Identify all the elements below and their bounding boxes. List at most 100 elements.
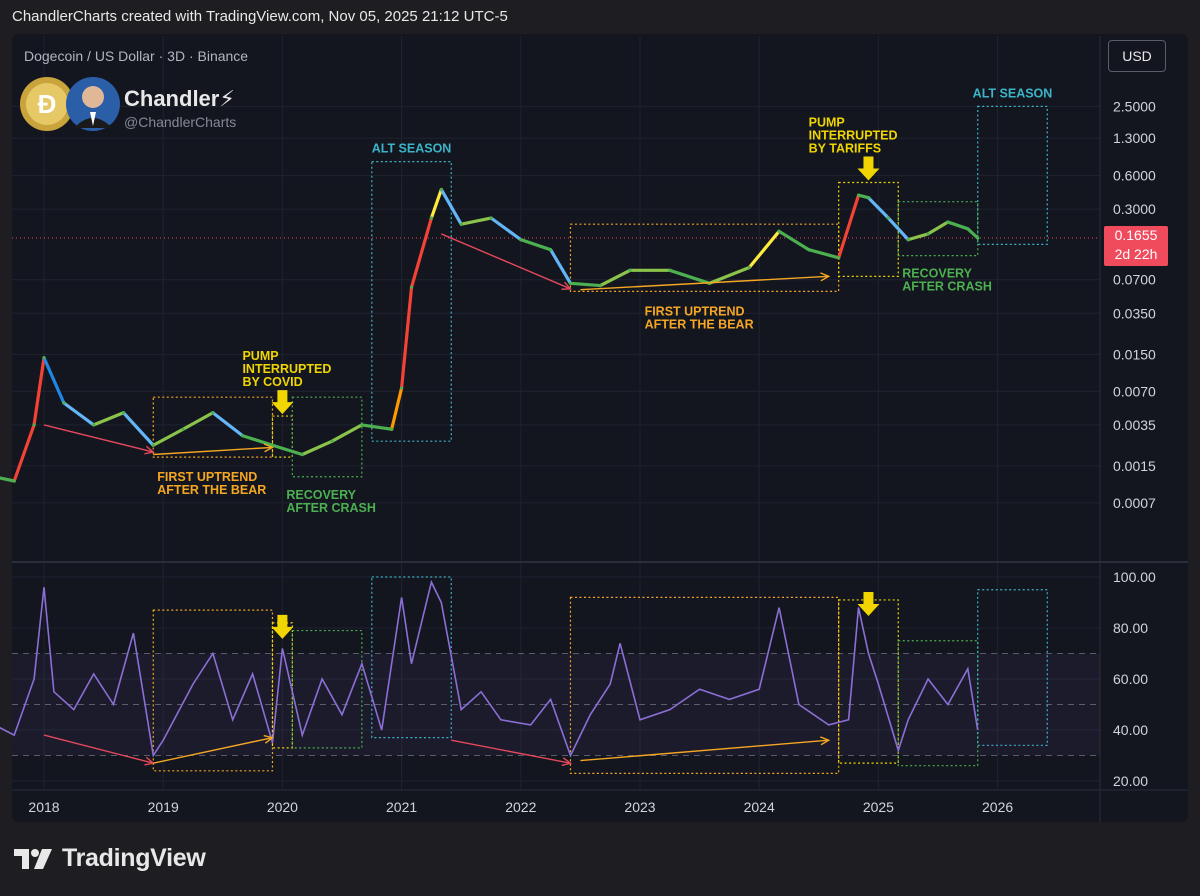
price-point — [668, 268, 672, 272]
svg-text:Ð: Ð — [38, 89, 57, 119]
rsi-arrow-uptrend — [153, 736, 273, 764]
axis-labels: 2.5000 1.3000 0.6000 0.3000 0.0700 0.0350 0.01… — [28, 98, 1156, 815]
price-series-segment — [459, 216, 493, 226]
price-point — [429, 216, 433, 220]
price-point — [628, 268, 632, 272]
price-series-segment — [489, 216, 523, 242]
price-series-segment — [886, 216, 910, 242]
price-point — [400, 386, 404, 390]
symbol-title: Dogecoin / US Dollar · 3D · Binance — [24, 48, 248, 64]
currency-button[interactable]: USD — [1108, 40, 1166, 72]
price-point — [946, 220, 950, 224]
price-tick-label: 0.0070 — [1113, 383, 1156, 399]
price-series-segment — [0, 476, 16, 483]
price-series-segment — [32, 356, 46, 427]
annotation-label-line: AFTER CRASH — [286, 501, 376, 515]
rsi-arrow-uptrend-head — [263, 734, 275, 744]
price-arrow-uptrend-head — [263, 443, 275, 453]
price-series-segment — [360, 423, 394, 431]
price-series-segment — [390, 386, 404, 431]
price-tick-label: 0.0350 — [1113, 305, 1156, 321]
annotation-label-line: ALT SEASON — [372, 142, 452, 156]
price-point — [598, 283, 602, 288]
price-series-segment — [300, 439, 334, 457]
price-series-segment — [777, 229, 811, 252]
tradingview-logo[interactable]: TradingView — [14, 844, 206, 873]
annotation-label-line: BY COVID — [242, 375, 302, 389]
price-point — [837, 256, 841, 260]
price-point — [42, 356, 46, 360]
time-tick-label: 2021 — [386, 799, 417, 815]
rsi-arrow-downtrend — [43, 734, 154, 764]
price-point — [777, 229, 781, 233]
annotation-label-line: FIRST UPTREND — [645, 304, 745, 318]
price-series-segment — [837, 193, 861, 260]
annotation-label-line: FIRST UPTREND — [157, 470, 257, 484]
pump-arrow-icon — [271, 390, 294, 415]
price-series-segment — [668, 268, 712, 285]
pump-arrow-icon — [271, 614, 294, 639]
price-point — [181, 427, 185, 431]
price-point — [549, 248, 553, 252]
time-tick-label: 2026 — [982, 799, 1013, 815]
rsi-tick-label: 80.00 — [1113, 620, 1148, 636]
price-point — [966, 227, 970, 231]
doge-logo-icon: Ð — [20, 77, 74, 131]
price-tick-label: 0.0015 — [1113, 458, 1156, 474]
price-arrow-downtrend-head — [144, 445, 155, 455]
pump-label: PUMP INTERRUPTED BY TARIFFS — [809, 116, 898, 156]
price-series-segment — [926, 220, 950, 236]
price-point — [92, 423, 96, 427]
price-series-segment — [707, 265, 751, 285]
price-tick-label: 1.3000 — [1113, 130, 1156, 146]
rsi-tick-label: 60.00 — [1113, 671, 1148, 687]
trend-arrows — [43, 156, 880, 767]
price-point — [489, 216, 493, 220]
price-tick-label: 2.5000 — [1113, 98, 1156, 114]
panel-separators — [12, 36, 1188, 822]
grid — [12, 36, 1100, 790]
price-point — [390, 427, 394, 431]
author-name: Chandler⚡ — [124, 86, 235, 111]
price-point — [12, 479, 16, 483]
price-series-segment — [747, 229, 781, 270]
price-point — [747, 265, 751, 270]
alt-season-label: ALT SEASON — [372, 142, 452, 156]
price-point — [62, 401, 66, 405]
time-tick-label: 2020 — [267, 799, 298, 815]
rsi-tick-label: 20.00 — [1113, 773, 1148, 789]
price-arrow-uptrend-head — [820, 272, 831, 282]
price-point — [241, 434, 245, 438]
rsi-tick-label: 40.00 — [1113, 722, 1148, 738]
rsi-tick-label: 100.00 — [1113, 569, 1156, 585]
price-arrow-downtrend-head — [561, 281, 572, 290]
price-series-segment — [400, 285, 414, 390]
time-tick-label: 2025 — [863, 799, 894, 815]
price-point — [807, 248, 811, 252]
rsi-box-recovery — [897, 640, 979, 767]
price-series-segment — [519, 238, 553, 252]
chart-frame — [12, 34, 1188, 822]
pump-arrow-icon — [857, 591, 880, 616]
price-point — [330, 439, 334, 443]
price-point — [360, 423, 364, 427]
recovery-label: RECOVERY AFTER CRASH — [902, 267, 992, 294]
pump-label: PUMP INTERRUPTED BY COVID — [242, 349, 331, 389]
recovery-label: RECOVERY AFTER CRASH — [286, 488, 376, 515]
price-series-segment — [151, 427, 185, 447]
price-series-segment — [62, 401, 96, 427]
rsi-box-alt-season — [371, 576, 452, 739]
price-point — [519, 238, 523, 242]
pump-arrow-icon — [857, 156, 880, 181]
price-series-segment — [866, 196, 890, 220]
price-point — [151, 443, 155, 447]
price-tick-label: 0.0700 — [1113, 272, 1156, 288]
author-handle: @ChandlerCharts — [124, 114, 236, 130]
price-tick-label: 0.0150 — [1113, 346, 1156, 362]
annotation-label-line: BY TARIFFS — [809, 142, 881, 156]
annotation-label-line: RECOVERY — [902, 267, 972, 281]
price-series-segment — [568, 281, 602, 288]
price-point — [568, 281, 573, 285]
